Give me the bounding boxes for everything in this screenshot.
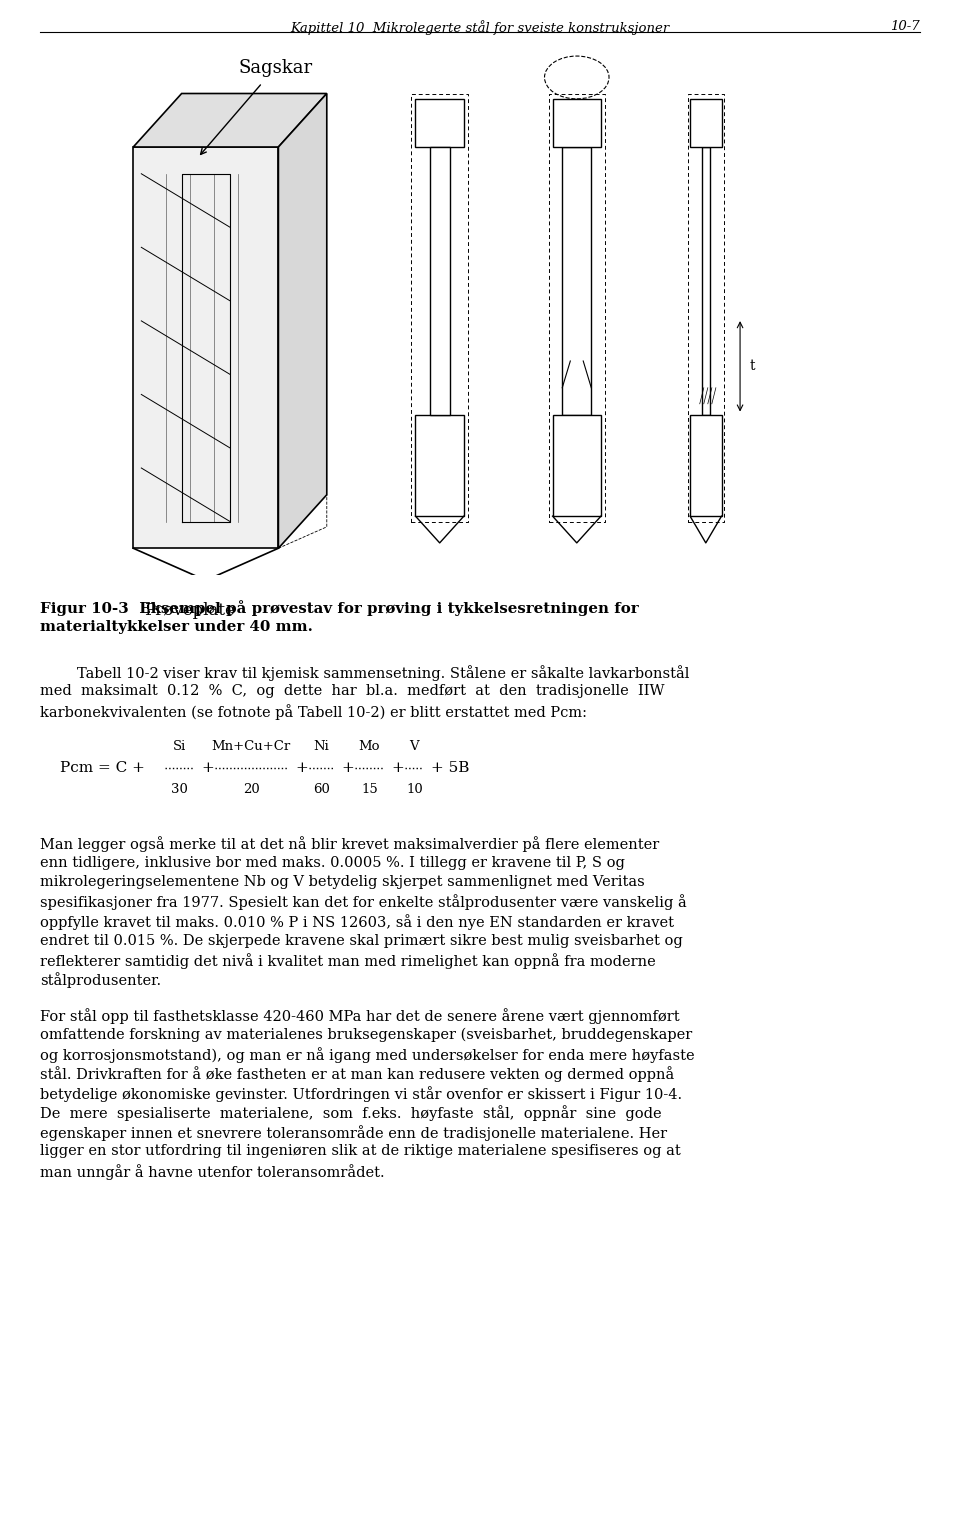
Text: man unngår å havne utenfor toleransområdet.: man unngår å havne utenfor toleransområd… <box>40 1164 385 1179</box>
Text: stål. Drivkraften for å øke fastheten er at man kan redusere vekten og dermed op: stål. Drivkraften for å øke fastheten er… <box>40 1066 675 1083</box>
Text: Prøveplate: Prøveplate <box>144 601 235 619</box>
Text: mikrolegeringselementene Nb og V betydelig skjerpet sammenlignet med Veritas: mikrolegeringselementene Nb og V betydel… <box>40 875 645 889</box>
Text: t: t <box>750 359 756 374</box>
Text: egenskaper innen et snevrere toleransområde enn de tradisjonelle materialene. He: egenskaper innen et snevrere toleransomr… <box>40 1125 667 1142</box>
Text: De  mere  spesialiserte  materialene,  som  f.eks.  høyfaste  stål,  oppnår  sin: De mere spesialiserte materialene, som f… <box>40 1105 662 1122</box>
Text: 15: 15 <box>361 783 377 796</box>
Text: Mn+Cu+Cr: Mn+Cu+Cr <box>212 740 291 752</box>
Text: omfattende forskning av materialenes bruksegenskaper (sveisbarhet, bruddegenskap: omfattende forskning av materialenes bru… <box>40 1028 692 1042</box>
Polygon shape <box>416 98 464 147</box>
Text: 60: 60 <box>313 783 329 796</box>
Polygon shape <box>690 415 722 516</box>
Polygon shape <box>430 147 449 415</box>
Text: spesifikasjoner fra 1977. Spesielt kan det for enkelte stålprodusenter være vans: spesifikasjoner fra 1977. Spesielt kan d… <box>40 895 687 910</box>
Polygon shape <box>133 94 326 147</box>
Text: +: + <box>392 762 404 775</box>
Text: Mo: Mo <box>359 740 380 752</box>
Text: ligger en stor utfordring til ingeniøren slik at de riktige materialene spesifis: ligger en stor utfordring til ingeniøren… <box>40 1145 681 1158</box>
Text: stålprodusenter.: stålprodusenter. <box>40 972 161 989</box>
Polygon shape <box>278 94 326 548</box>
Polygon shape <box>563 147 591 415</box>
Text: materialtykkelser under 40 mm.: materialtykkelser under 40 mm. <box>40 619 313 633</box>
Text: For stål opp til fasthetsklasse 420-460 MPa har det de senere årene vært gjennom: For stål opp til fasthetsklasse 420-460 … <box>40 1008 680 1023</box>
Polygon shape <box>133 147 278 548</box>
Text: Si: Si <box>173 740 186 752</box>
Polygon shape <box>690 98 722 147</box>
Text: endret til 0.015 %. De skjerpede kravene skal primært sikre best mulig sveisbarh: endret til 0.015 %. De skjerpede kravene… <box>40 934 684 948</box>
Text: med  maksimalt  0.12  %  C,  og  dette  har  bl.a.  medført  at  den  tradisjone: med maksimalt 0.12 % C, og dette har bl.… <box>40 684 665 698</box>
Text: 10: 10 <box>406 783 422 796</box>
Text: V: V <box>410 740 420 752</box>
Polygon shape <box>553 98 601 147</box>
Text: + 5B: + 5B <box>431 762 469 775</box>
Text: enn tidligere, inklusive bor med maks. 0.0005 %. I tillegg er kravene til P, S o: enn tidligere, inklusive bor med maks. 0… <box>40 855 625 869</box>
Text: 10-7: 10-7 <box>890 20 920 33</box>
Text: Ni: Ni <box>314 740 329 752</box>
Text: Man legger også merke til at det nå blir krevet maksimalverdier på flere element: Man legger også merke til at det nå blir… <box>40 836 660 852</box>
Text: 30: 30 <box>171 783 188 796</box>
Text: Pcm = C +: Pcm = C + <box>60 762 145 775</box>
Text: og korrosjonsmotstand), og man er nå igang med undersøkelser for enda mere høyfa: og korrosjonsmotstand), og man er nå iga… <box>40 1048 695 1063</box>
Polygon shape <box>553 415 601 516</box>
Text: Tabell 10-2 viser krav til kjemisk sammensetning. Stålene er såkalte lavkarbonst: Tabell 10-2 viser krav til kjemisk samme… <box>40 665 689 681</box>
Text: Sagskar: Sagskar <box>238 59 312 77</box>
Text: +: + <box>342 762 354 775</box>
Text: oppfylle kravet til maks. 0.010 % P i NS 12603, så i den nye EN standarden er kr: oppfylle kravet til maks. 0.010 % P i NS… <box>40 914 674 930</box>
Polygon shape <box>416 415 464 516</box>
Polygon shape <box>702 147 709 415</box>
Text: reflekterer samtidig det nivå i kvalitet man med rimelighet kan oppnå fra modern: reflekterer samtidig det nivå i kvalitet… <box>40 952 656 969</box>
Text: +: + <box>296 762 308 775</box>
Text: Kapittel 10  Mikrolegerte stål for sveiste konstruksjoner: Kapittel 10 Mikrolegerte stål for sveist… <box>290 20 670 35</box>
Text: karbonekvivalenten (se fotnote på Tabell 10-2) er blitt erstattet med Pcm:: karbonekvivalenten (se fotnote på Tabell… <box>40 704 588 719</box>
Text: 20: 20 <box>243 783 260 796</box>
Text: Figur 10-3  Eksempel på prøvestav for prøving i tykkelsesretningen for: Figur 10-3 Eksempel på prøvestav for prø… <box>40 600 639 616</box>
Text: betydelige økonomiske gevinster. Utfordringen vi står ovenfor er skissert i Figu: betydelige økonomiske gevinster. Utfordr… <box>40 1086 683 1102</box>
Text: +: + <box>202 762 214 775</box>
